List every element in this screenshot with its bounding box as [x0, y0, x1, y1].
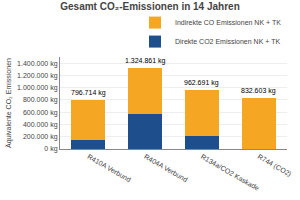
svg-text:1.400.000 kg: 1.400.000 kg — [17, 60, 58, 68]
svg-text:Äquivalente CO₂ Emissionen: Äquivalente CO₂ Emissionen — [5, 58, 13, 148]
svg-text:600.000 kg: 600.000 kg — [23, 109, 58, 117]
svg-text:R744 (CO2): R744 (CO2) — [256, 153, 293, 179]
svg-text:0 kg: 0 kg — [44, 145, 57, 153]
svg-text:R404A Verbund: R404A Verbund — [143, 153, 189, 184]
svg-text:Indirekte CO Emissionen NK + T: Indirekte CO Emissionen NK + TK — [175, 19, 281, 26]
svg-text:796.714 kg: 796.714 kg — [71, 89, 106, 97]
svg-text:400.000 kg: 400.000 kg — [23, 121, 58, 129]
svg-text:200.000 kg: 200.000 kg — [23, 133, 58, 141]
svg-text:R134a/CO2 Kaskade: R134a/CO2 Kaskade — [200, 153, 261, 192]
svg-text:1.200.000 kg: 1.200.000 kg — [17, 72, 58, 80]
svg-text:1.324.861 kg: 1.324.861 kg — [125, 57, 166, 65]
svg-text:1.000.000 kg: 1.000.000 kg — [17, 84, 58, 92]
svg-text:Direkte CO2 Emissionen NK + TK: Direkte CO2 Emissionen NK + TK — [175, 38, 280, 45]
svg-text:962.691 kg: 962.691 kg — [184, 79, 219, 87]
svg-text:R410A Verbund: R410A Verbund — [86, 153, 132, 184]
svg-text:Gesamt CO₂-Emissionen in 14 Ja: Gesamt CO₂-Emissionen in 14 Jahren — [60, 1, 240, 12]
svg-text:832.603 kg: 832.603 kg — [241, 87, 276, 95]
svg-text:800.000 kg: 800.000 kg — [23, 96, 58, 104]
